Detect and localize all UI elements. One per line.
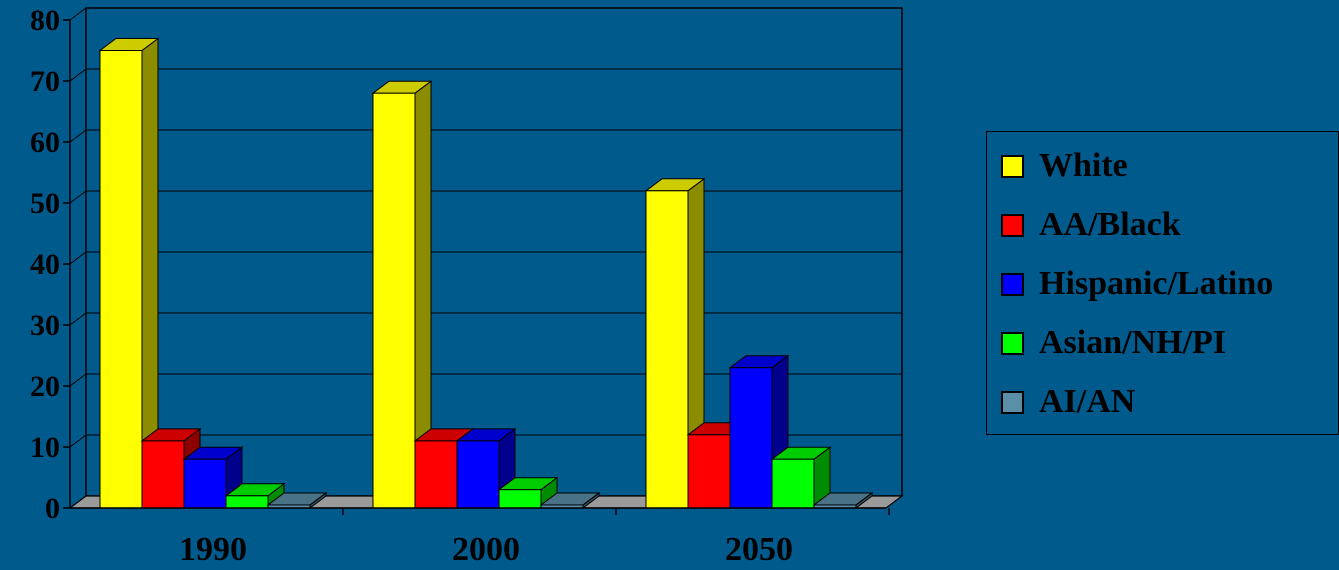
legend: White AA/Black Hispanic/Latino Asian/NH/… — [986, 131, 1339, 435]
bar-front — [687, 434, 731, 509]
x-tick-label: 2000 — [452, 531, 520, 568]
bar — [539, 491, 601, 509]
y-tick-label: 70 — [30, 65, 60, 98]
legend-swatch-asian-nh-pi — [1001, 331, 1024, 355]
gridline-depth — [69, 251, 87, 265]
y-tick-label: 80 — [30, 4, 60, 37]
bar-front — [183, 458, 227, 509]
bar-front — [498, 489, 542, 509]
bar — [140, 427, 202, 509]
bar-front — [414, 440, 458, 509]
bar — [812, 491, 874, 509]
y-tick-label: 10 — [30, 431, 60, 464]
bar — [770, 446, 832, 509]
y-tick-label: 20 — [30, 370, 60, 403]
legend-label-ai-an: AI/AN — [1039, 383, 1136, 420]
gridline-depth — [69, 373, 87, 387]
legend-label-white: White — [1039, 147, 1128, 184]
legend-label-asian-nh-pi: Asian/NH/PI — [1039, 324, 1227, 361]
legend-label-aa-black: AA/Black — [1039, 206, 1181, 243]
bar-chart: 0 10 20 30 40 50 60 70 80 1990 2000 2050 — [30, 4, 904, 568]
bar-front — [645, 190, 689, 509]
x-tick-label: 2050 — [725, 531, 793, 568]
axis-layer — [63, 19, 890, 515]
y-tick-label: 30 — [30, 309, 60, 342]
x-tick-label: 1990 — [179, 531, 247, 568]
bars-layer — [98, 37, 874, 509]
legend-swatch-hispanic-latino — [1001, 272, 1024, 296]
gridline-depth — [69, 312, 87, 326]
labels-layer: 0 10 20 30 40 50 60 70 80 1990 2000 2050 — [30, 4, 793, 568]
bar — [224, 482, 286, 509]
gridline-depth — [69, 434, 87, 448]
y-tick-label: 60 — [30, 126, 60, 159]
y-tick-label: 40 — [30, 248, 60, 281]
bar-front — [456, 440, 500, 509]
legend-item-white: White — [1001, 144, 1128, 188]
bar — [266, 491, 328, 509]
legend-item-hispanic-latino: Hispanic/Latino — [1001, 262, 1273, 306]
bar-front — [729, 367, 773, 509]
bar — [371, 80, 433, 509]
gridline-depth — [69, 7, 87, 21]
gridline-depth — [69, 129, 87, 143]
y-tick-label: 0 — [45, 492, 60, 525]
bar-front — [225, 495, 269, 509]
legend-swatch-ai-an — [1001, 390, 1024, 414]
gridline-depth — [69, 190, 87, 204]
gridline-depth — [69, 68, 87, 82]
legend-item-ai-an: AI/AN — [1001, 380, 1135, 424]
bar-front — [141, 440, 185, 509]
bar-front — [99, 50, 143, 509]
legend-item-aa-black: AA/Black — [1001, 203, 1181, 247]
legend-item-asian-nh-pi: Asian/NH/PI — [1001, 321, 1226, 365]
bar — [497, 476, 559, 509]
legend-label-hispanic-latino: Hispanic/Latino — [1039, 265, 1274, 302]
bar-front — [771, 458, 815, 509]
legend-swatch-white — [1001, 154, 1024, 178]
y-tick-label: 50 — [30, 187, 60, 220]
bar-front — [372, 92, 416, 509]
bar — [98, 37, 160, 509]
legend-swatch-aa-black — [1001, 213, 1024, 237]
